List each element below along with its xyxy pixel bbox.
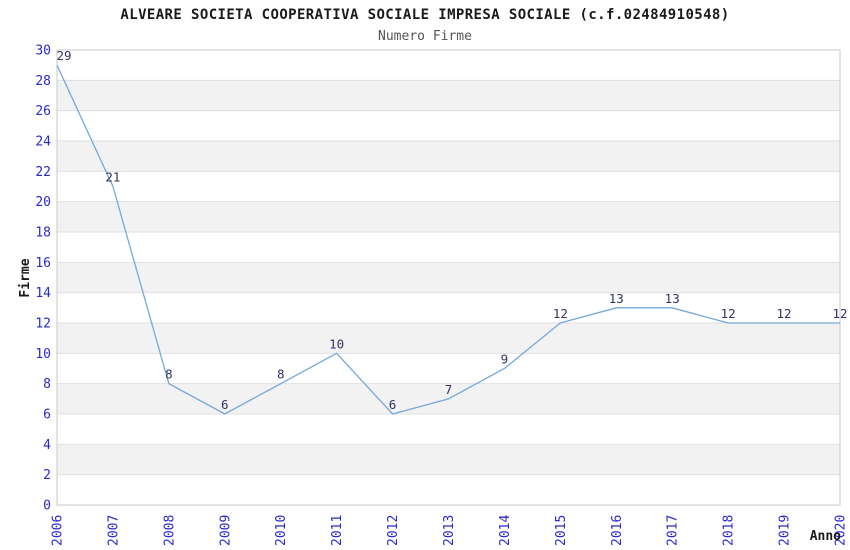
y-tick-label: 24 [35, 135, 51, 150]
plot-bands [57, 80, 840, 475]
x-tick-label: 2017 [666, 515, 681, 546]
x-tick-label: 2006 [51, 515, 66, 546]
y-tick-label: 10 [35, 347, 51, 362]
x-axis-tick-labels: 2006 2007 2008 2009 2010 2011 2012 2013 2014 2015… [51, 515, 849, 546]
point-labels: 29 21 8 6 8 10 6 7 9 12 13 13 12 12 12 [56, 48, 847, 412]
y-tick-label: 12 [35, 317, 51, 332]
plot-band [57, 201, 840, 232]
plot-band [57, 141, 840, 172]
point-label: 13 [665, 291, 680, 306]
point-label: 9 [501, 352, 509, 367]
point-label: 29 [56, 48, 71, 63]
x-tick-label: 2010 [274, 515, 289, 546]
x-tick-label: 2019 [778, 515, 793, 546]
x-tick-label: 2014 [498, 515, 513, 546]
point-label: 12 [553, 306, 568, 321]
y-tick-label: 16 [35, 256, 51, 271]
y-tick-label: 26 [35, 104, 51, 119]
y-tick-label: 6 [43, 408, 51, 423]
y-tick-label: 22 [35, 165, 51, 180]
point-label: 13 [609, 291, 624, 306]
point-label: 10 [329, 336, 344, 351]
x-tick-label: 2015 [554, 515, 569, 546]
point-label: 12 [832, 306, 847, 321]
chart-title: ALVEARE SOCIETA COOPERATIVA SOCIALE IMPR… [120, 7, 729, 23]
x-tick-label: 2008 [162, 515, 177, 546]
plot-band [57, 444, 840, 475]
plot-border [56, 49, 841, 506]
x-tick-label: 2013 [442, 515, 457, 546]
point-label: 8 [277, 367, 285, 382]
plot-band [57, 262, 840, 293]
point-label: 6 [221, 397, 229, 412]
y-tick-label: 28 [35, 74, 51, 89]
point-label: 6 [389, 397, 397, 412]
point-label: 12 [777, 306, 792, 321]
point-label: 21 [105, 170, 120, 185]
y-tick-label: 18 [35, 226, 51, 241]
y-tick-label: 30 [35, 44, 51, 59]
plot-band [57, 80, 840, 111]
x-tick-label: 2009 [218, 515, 233, 546]
x-tick-label: 2011 [330, 515, 345, 546]
x-tick-label: 2020 [834, 515, 849, 546]
x-axis-title: Anno [810, 529, 841, 544]
point-label: 8 [165, 367, 173, 382]
point-label: 7 [445, 382, 453, 397]
y-axis-title: Firme [18, 258, 33, 297]
plot-band [57, 323, 840, 354]
x-tick-label: 2016 [610, 515, 625, 546]
y-tick-label: 4 [43, 438, 51, 453]
x-tick-label: 2007 [106, 515, 121, 546]
series-line [56, 64, 840, 415]
gridlines [57, 79, 840, 476]
chart-subtitle: Numero Firme [378, 29, 472, 44]
y-tick-label: 8 [43, 377, 51, 392]
x-tick-label: 2018 [722, 515, 737, 546]
x-tick-label: 2012 [386, 515, 401, 546]
point-label: 12 [721, 306, 736, 321]
y-tick-label: 0 [43, 499, 51, 514]
y-tick-label: 14 [35, 286, 51, 301]
y-tick-label: 20 [35, 195, 51, 210]
y-tick-label: 2 [43, 468, 51, 483]
